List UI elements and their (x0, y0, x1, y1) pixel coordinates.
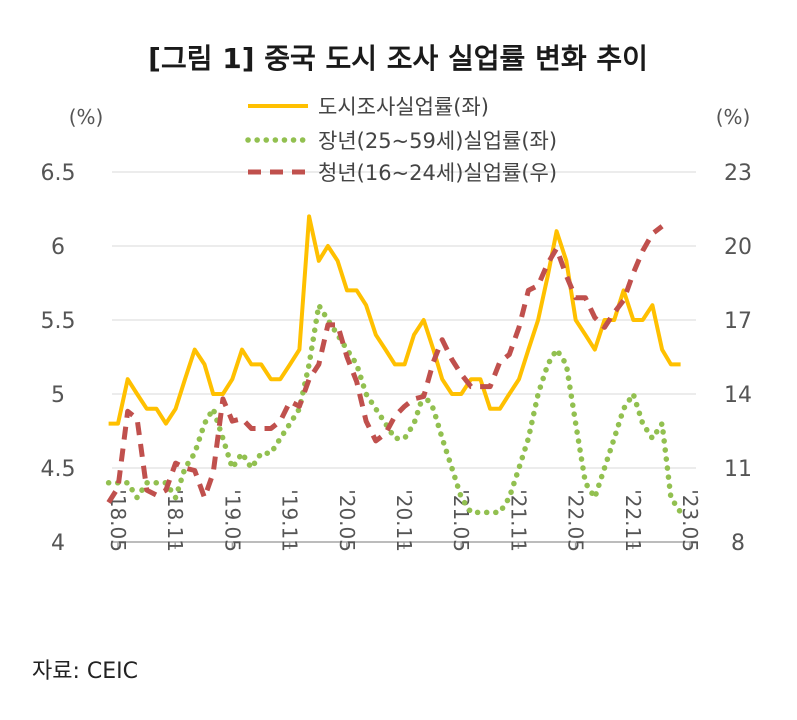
series-line-1 (105, 302, 684, 516)
x-tick-label: '22.11 (621, 489, 645, 552)
x-tick-label: '22.05 (564, 489, 588, 552)
legend-label-0: 도시조사실업률(좌) (318, 95, 489, 119)
left-tick-label: 4 (51, 531, 65, 556)
right-tick-label: 20 (724, 235, 752, 260)
left-axis-unit: (%) (69, 105, 104, 129)
series-lines (105, 214, 684, 516)
left-tick-label: 6.5 (41, 161, 76, 186)
legend: 도시조사실업률(좌) 장년(25~59세)실업률(좌) 청년(16~24세)실업률(… (245, 95, 557, 185)
right-axis-ticks: 8 11 14 17 20 23 (724, 161, 752, 556)
right-tick-label: 14 (724, 383, 752, 408)
series-line-2 (106, 224, 664, 504)
legend-label-1: 장년(25~59세)실업률(좌) (318, 129, 557, 153)
series-line-0 (108, 214, 681, 426)
right-tick-label: 23 (724, 161, 752, 186)
chart-title: [그림 1] 중국 도시 조사 실업률 변화 추이 (148, 42, 648, 75)
left-axis-ticks: 4 4.5 5 5.5 6 6.5 (41, 161, 76, 556)
gridlines (112, 171, 696, 469)
x-tick-label: '20.11 (392, 489, 416, 552)
x-tick-label: '23.05 (678, 489, 702, 552)
right-tick-label: 8 (731, 531, 745, 556)
x-tick-label: '20.05 (335, 489, 359, 552)
right-tick-label: 11 (724, 457, 752, 482)
left-tick-label: 5.5 (41, 309, 76, 334)
left-tick-label: 4.5 (41, 457, 76, 482)
right-axis-unit: (%) (716, 105, 751, 129)
x-tick-label: '21.11 (506, 489, 530, 552)
left-tick-label: 6 (51, 235, 65, 260)
x-tick-label: '19.05 (220, 489, 244, 552)
source-note: 자료: CEIC (32, 659, 138, 684)
left-tick-label: 5 (51, 383, 65, 408)
legend-label-2: 청년(16~24세)실업률(우) (318, 161, 557, 185)
x-axis: '18.05'18.11'19.05'19.11'20.05'20.11'21.… (106, 489, 702, 552)
x-tick-label: '21.05 (449, 489, 473, 552)
right-tick-label: 17 (724, 309, 752, 334)
x-tick-label: '19.11 (278, 489, 302, 552)
